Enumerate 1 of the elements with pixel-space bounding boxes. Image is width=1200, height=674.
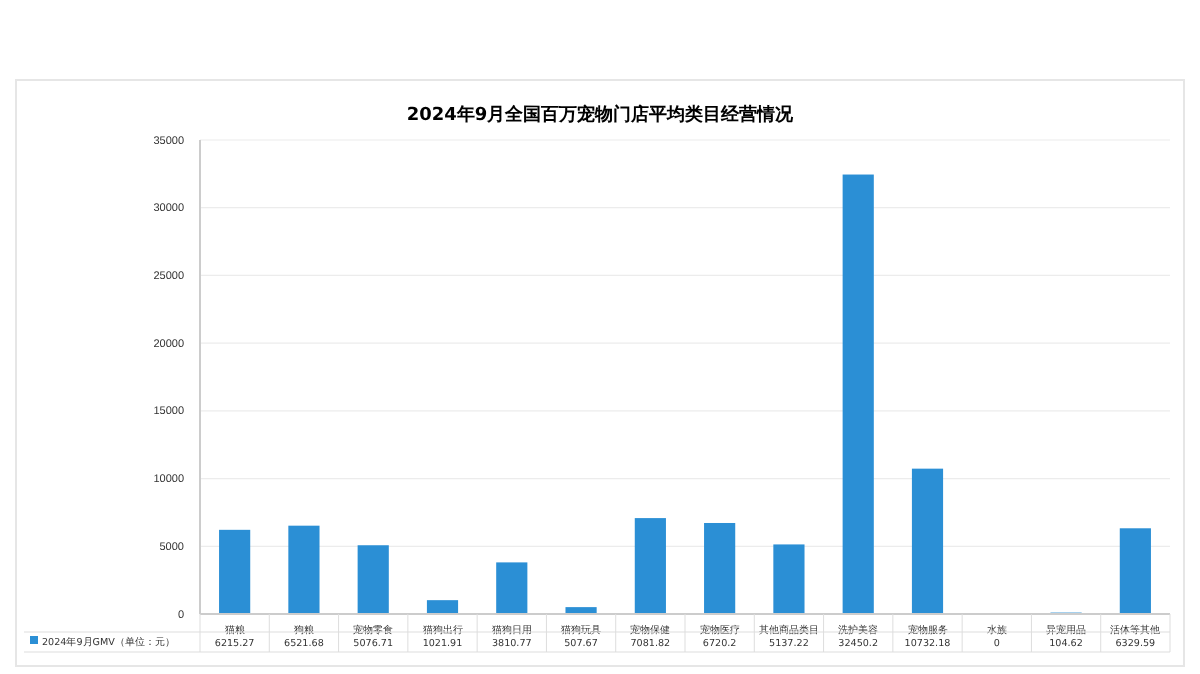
chart-title: 2024年9月全国百万宠物门店平均类目经营情况 (406, 104, 796, 126)
